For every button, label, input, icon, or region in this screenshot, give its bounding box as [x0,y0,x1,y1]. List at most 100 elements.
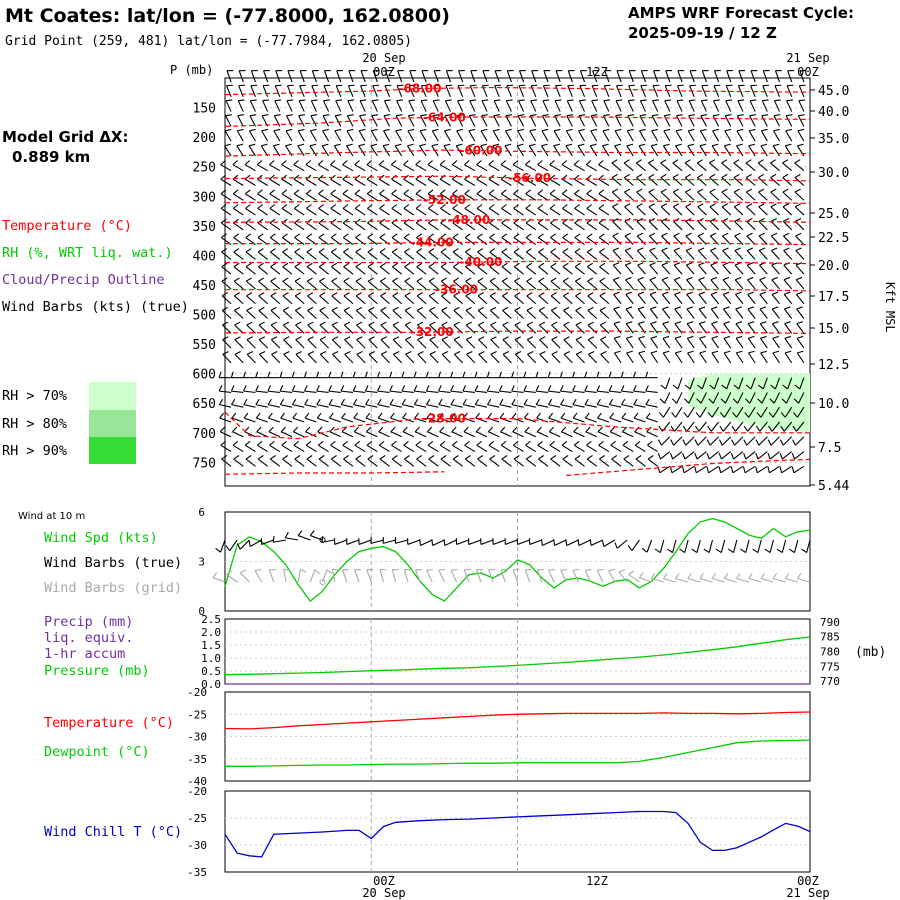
upper-wind-barb-feather [525,174,531,180]
wind-barb-true-feather [541,539,543,546]
upper-wind-barb [660,436,671,446]
upper-wind-barb [624,264,634,275]
upper-wind-barb [724,392,732,404]
upper-wind-barb [548,390,561,393]
upper-wind-barb [537,237,549,246]
upper-wind-barb [404,310,415,319]
upper-wind-barb [280,390,293,393]
upper-wind-barb [433,70,439,83]
upper-wind-barb-feather [710,291,718,295]
upper-wind-barb-feather [486,371,490,378]
upper-wind-barb-feather [767,452,771,460]
upper-wind-barb [735,421,744,432]
isotherm-line [225,241,811,246]
upper-wind-barb-feather [523,412,529,419]
upper-wind-barb [220,178,232,186]
upper-wind-barb [787,70,793,83]
upper-wind-barb [757,451,768,460]
height-tick-label: 30.0 [818,166,849,181]
upper-wind-barb [244,444,256,453]
upper-wind-barb [773,130,781,142]
upper-wind-barb-feather [233,455,240,460]
upper-wind-barb-feather [587,336,595,341]
upper-wind-barb-feather [562,455,569,460]
upper-wind-barb-feather [694,452,698,460]
upper-wind-barb-feather [475,426,481,433]
upper-wind-barb-feather [269,218,276,224]
upper-wind-barb [499,390,512,393]
upper-wind-barb-feather [722,247,729,252]
wind-barb-grid [254,570,263,583]
upper-wind-barb [562,222,573,231]
upper-wind-barb [624,206,634,216]
upper-wind-barb-feather [541,143,548,147]
height-tick-label: 7.5 [818,441,841,456]
upper-wind-barb [737,100,744,112]
upper-wind-barb-feather [683,412,689,418]
upper-wind-barb [220,222,232,231]
upper-wind-barb-feather [689,99,696,102]
upper-wind-barb [676,100,683,112]
upper-wind-barb [736,406,744,418]
upper-wind-barb-feather [749,114,756,117]
upper-wind-barb [574,251,585,260]
upper-wind-barb [220,193,232,201]
upper-wind-barb-feather [636,232,644,237]
upper-wind-barb-feather [392,336,400,341]
wind-barb-grid [379,569,384,583]
upper-wind-barb [379,280,390,290]
upper-wind-barb-feather [304,412,310,419]
upper-wind-barb-feather [709,159,716,164]
upper-wind-barb-feather [468,143,475,147]
temp-tick-label: -40 [187,775,207,788]
upper-wind-barb [665,377,671,390]
upper-wind-barb-feather [756,412,762,418]
upper-wind-barb-feather [283,336,290,341]
upper-wind-barb [377,417,390,423]
upper-wind-barb [590,130,598,142]
upper-wind-barb [687,406,695,418]
upper-wind-barb-feather [797,350,804,354]
upper-wind-barb-feather [269,160,275,166]
upper-wind-barb [723,308,732,319]
upper-wind-barb-feather [613,276,620,281]
upper-wind-barb-feather [525,160,531,166]
upper-wind-barb [537,444,549,453]
calm-marker-grid [319,579,326,585]
upper-wind-barb-feather [469,99,477,102]
upper-wind-barb [696,451,707,460]
upper-wind-barb [785,115,793,127]
upper-wind-barb [292,404,305,408]
upper-wind-barb-feather [330,204,337,209]
upper-wind-barb-feather [780,412,786,418]
upper-wind-barb [561,164,573,172]
upper-wind-barb [687,352,695,364]
upper-wind-barb [664,100,671,112]
upper-wind-barb-feather [427,426,433,433]
upper-wind-barb [734,279,744,290]
upper-wind-barb-feather [672,159,679,164]
upper-wind-barb-feather [638,143,646,147]
upper-wind-barb-feather [573,426,579,433]
upper-wind-barb-feather [429,306,436,311]
upper-wind-barb [686,421,695,432]
upper-wind-barb-feather [549,160,555,166]
temp-tick-label: -20 [187,686,207,699]
upper-wind-barb [613,308,622,319]
upper-wind-barb [330,444,342,453]
upper-wind-barb-feather [769,398,775,404]
upper-wind-barb [331,339,342,349]
upper-wind-barb [638,145,646,157]
upper-wind-barb [246,295,256,305]
height-tick-label: 35.0 [818,132,849,147]
upper-wind-barb-feather [232,160,238,166]
upper-wind-barb-feather [597,412,602,419]
upper-wind-barb [269,444,281,453]
upper-wind-barb [624,220,634,231]
upper-wind-barb [355,251,366,260]
wind-barb-true [646,539,653,553]
upper-wind-barb [384,70,391,83]
chill-tick-label: -30 [187,839,207,852]
upper-wind-barb-feather [346,128,354,132]
wind-barb-grid-feather [638,572,644,578]
